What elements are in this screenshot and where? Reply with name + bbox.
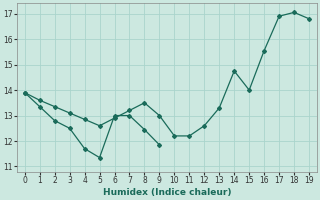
X-axis label: Humidex (Indice chaleur): Humidex (Indice chaleur) — [103, 188, 231, 197]
